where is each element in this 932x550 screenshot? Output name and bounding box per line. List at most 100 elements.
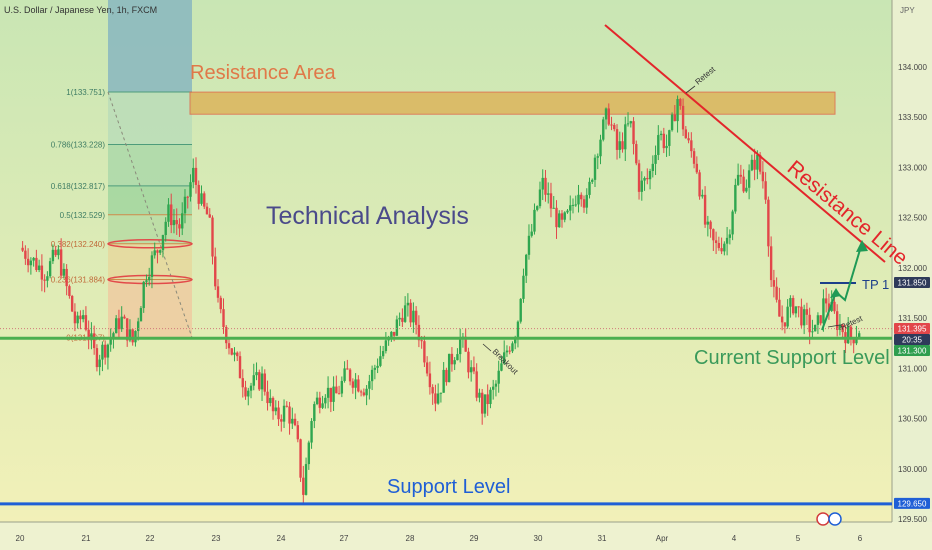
- candle-body: [266, 391, 269, 404]
- candle-body: [497, 370, 500, 384]
- candle-body: [456, 354, 459, 361]
- candle-body: [791, 298, 795, 314]
- candle-body: [486, 394, 489, 405]
- candle-body: [288, 406, 291, 424]
- candle-body: [29, 260, 33, 266]
- candle-body: [340, 380, 344, 394]
- candle-body: [464, 336, 467, 352]
- price-tag-label: 20:35: [902, 336, 923, 345]
- candle-body: [103, 344, 107, 358]
- candle-body: [502, 352, 506, 364]
- candle-body: [514, 339, 517, 344]
- candle-body: [109, 338, 112, 345]
- candle-body: [439, 392, 443, 394]
- y-tick-label: 133.000: [898, 163, 927, 172]
- candle-body: [35, 257, 38, 271]
- candle-body: [395, 319, 399, 336]
- candle-body: [390, 331, 393, 338]
- candle-body: [414, 310, 418, 325]
- candle-body: [114, 318, 118, 334]
- candle-body: [183, 196, 187, 214]
- candle-body: [431, 387, 434, 394]
- candle-body: [758, 154, 762, 172]
- candle-body: [604, 108, 608, 120]
- candle-body: [423, 341, 426, 363]
- candle-body: [480, 392, 484, 414]
- candle-body: [406, 302, 410, 306]
- resistance-area-zone: [189, 91, 836, 115]
- candle-body: [321, 403, 324, 408]
- candle-body: [764, 181, 767, 200]
- candle-body: [494, 383, 498, 387]
- candle-body: [846, 326, 850, 344]
- candle-body: [65, 268, 68, 287]
- candle-body: [255, 372, 258, 376]
- x-tick-label: 27: [340, 534, 349, 543]
- candle-body: [76, 315, 79, 324]
- candle-body: [602, 119, 605, 140]
- event-flag-icon[interactable]: [828, 512, 842, 526]
- candle-body: [324, 397, 327, 404]
- candle-body: [706, 221, 710, 225]
- fib-label-5: 0.236(131.884): [51, 276, 106, 285]
- candle-body: [596, 156, 599, 158]
- candle-body: [662, 133, 666, 149]
- candle-body: [346, 368, 349, 370]
- candle-body: [585, 194, 588, 208]
- candle-body: [274, 407, 277, 412]
- candle-body: [357, 379, 360, 392]
- candle-body: [651, 163, 655, 171]
- candle-body: [376, 365, 379, 368]
- current-support-label: Current Support Level: [694, 347, 890, 369]
- candles: [21, 95, 861, 505]
- candle-body: [417, 324, 421, 341]
- candle-body: [734, 184, 737, 212]
- candle-body: [241, 378, 244, 388]
- fib-upper-zone: [108, 0, 192, 93]
- candle-body: [816, 315, 820, 325]
- candle-body: [618, 141, 621, 150]
- candle-body: [370, 369, 374, 382]
- candle-body: [87, 329, 90, 339]
- candle-body: [436, 393, 440, 404]
- candle-body: [819, 315, 822, 324]
- candle-body: [467, 351, 470, 373]
- candle-body: [629, 121, 632, 124]
- candle-body: [222, 309, 225, 328]
- candle-body: [522, 275, 525, 299]
- event-flag-icon[interactable]: [816, 512, 830, 526]
- candle-body: [412, 310, 415, 323]
- candle-body: [519, 298, 522, 322]
- price-tag: [894, 334, 930, 345]
- fib-trend-line: [107, 91, 193, 338]
- candle-body: [282, 405, 286, 422]
- candle-body: [125, 318, 129, 341]
- fib-zone-1: [108, 144, 192, 186]
- candle-body: [725, 237, 729, 244]
- candle-body: [824, 298, 828, 304]
- x-tick-label: 6: [858, 534, 863, 543]
- candle-body: [214, 256, 217, 287]
- candle-body: [164, 221, 167, 236]
- candle-body: [117, 318, 121, 330]
- candle-body: [401, 317, 404, 322]
- candle-body: [640, 180, 643, 192]
- candle-body: [835, 311, 839, 330]
- candle-body: [646, 178, 649, 180]
- y-tick-label: 134.000: [898, 63, 927, 72]
- x-tick-label: 30: [534, 534, 543, 543]
- candle-body: [233, 352, 236, 355]
- candle-body: [354, 379, 357, 388]
- candle-body: [827, 303, 831, 311]
- candle-body: [252, 375, 255, 386]
- resistance-trend-line[interactable]: [604, 24, 886, 263]
- candle-body: [577, 194, 580, 205]
- candle-body: [81, 315, 85, 320]
- candle-body: [120, 316, 123, 330]
- candle-body: [637, 163, 641, 192]
- candle-body: [775, 286, 778, 300]
- candle-body: [348, 369, 352, 382]
- candle-body: [555, 207, 558, 228]
- candle-body: [92, 333, 96, 349]
